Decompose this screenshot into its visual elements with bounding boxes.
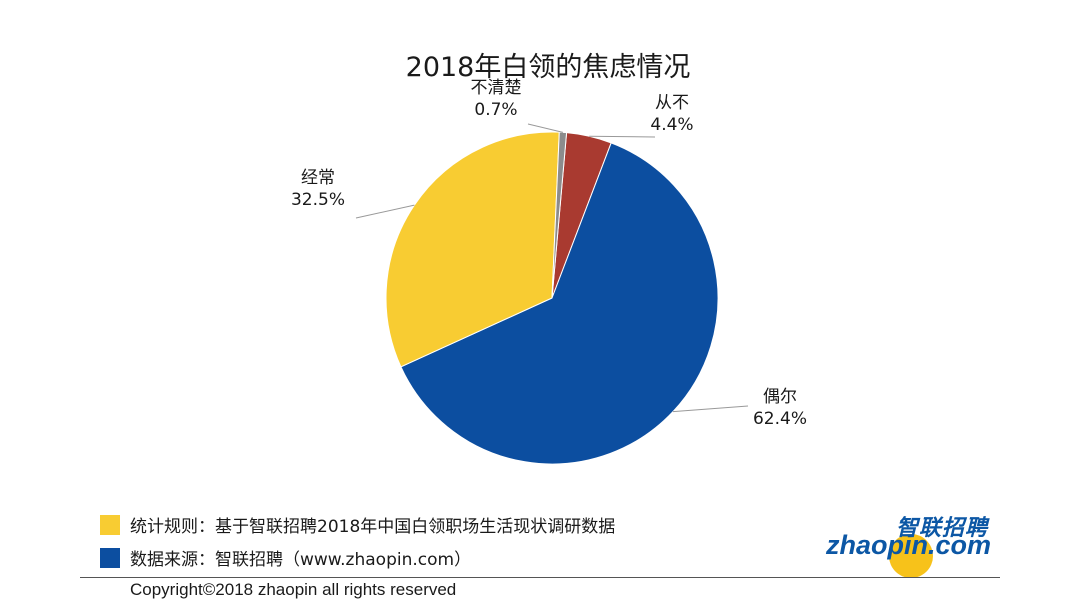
slice-label-0: 从不	[655, 93, 689, 113]
chart-title: 2018年白领的焦虑情况	[406, 52, 691, 83]
legend-swatch-yellow	[100, 514, 120, 535]
pie-slice-3	[551, 131, 568, 299]
leader-line-3	[527, 123, 564, 133]
legend-data-source-text: 数据来源：智联招聘（www.zhaopin.com）	[130, 550, 472, 570]
pie-slice-1	[400, 142, 719, 465]
footer-divider	[80, 577, 1000, 578]
pie-slice-2	[385, 131, 560, 368]
slice-value-3: 0.7%	[474, 100, 517, 120]
copyright-text: Copyright©2018 zhaopin all rights reserv…	[130, 580, 457, 599]
legend-data-source: 数据来源：智联招聘（www.zhaopin.com）	[100, 545, 471, 570]
legend-swatch-blue	[100, 547, 120, 568]
slice-value-0: 4.4%	[650, 115, 693, 135]
leader-line-0	[589, 135, 656, 138]
slice-label-3: 不清楚	[471, 78, 522, 98]
leader-line-2	[355, 204, 415, 219]
slice-label-1: 偶尔	[763, 387, 797, 407]
slice-value-2: 32.5%	[291, 190, 345, 210]
slice-value-1: 62.4%	[753, 409, 807, 429]
legend-statistics-rule: 统计规则：基于智联招聘2018年中国白领职场生活现状调研数据	[100, 512, 615, 537]
zhaopin-logo: 智联招聘 zhaopin.com	[826, 508, 1006, 578]
logo-chinese-text: 智联招聘	[896, 516, 989, 541]
legend-statistics-rule-text: 统计规则：基于智联招聘2018年中国白领职场生活现状调研数据	[130, 517, 616, 537]
leader-line-1	[672, 405, 749, 413]
logo-english-text: zhaopin.com	[826, 530, 992, 560]
slice-label-2: 经常	[301, 168, 335, 188]
